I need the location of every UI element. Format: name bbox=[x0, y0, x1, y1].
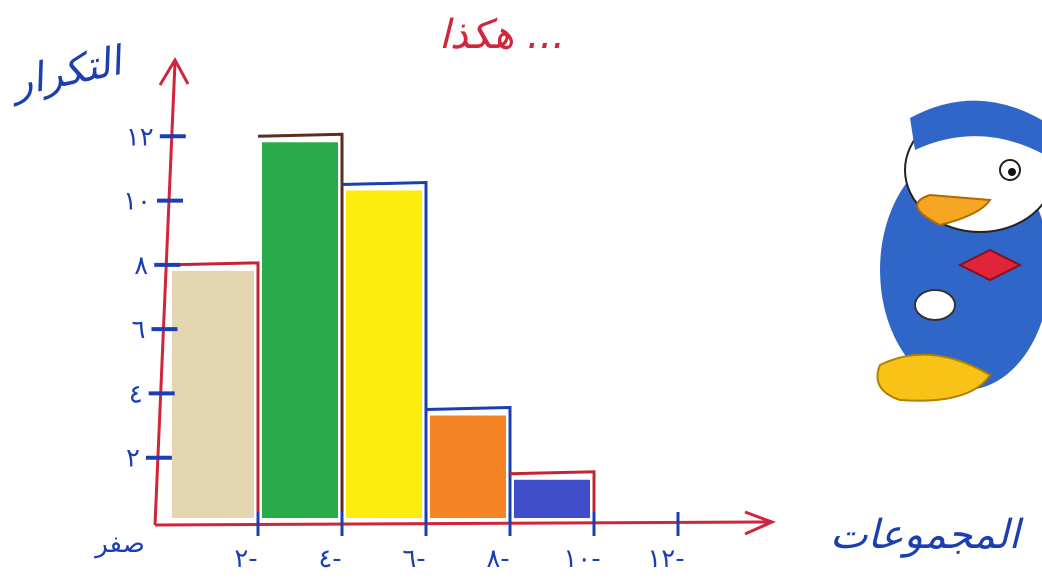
x-axis-label: المجموعات bbox=[830, 512, 1024, 558]
bar-4-outline bbox=[425, 405, 512, 522]
bar-2-outline bbox=[257, 132, 344, 522]
bar-5-outline bbox=[509, 470, 596, 522]
y-axis bbox=[153, 61, 177, 526]
y-tick-label: ٤ bbox=[129, 379, 143, 409]
bar-4 bbox=[430, 415, 506, 518]
chart-title: ... هكذا bbox=[439, 12, 565, 58]
x-tick-label: ٦- bbox=[402, 544, 425, 574]
x-tick-label: ٤- bbox=[318, 544, 341, 574]
x-tick-label: ٢- bbox=[234, 544, 257, 574]
bar-3 bbox=[346, 190, 422, 518]
y-ticks-group: ٢ ٤ ٦ ٨ ١٠ ١٢ bbox=[123, 122, 186, 474]
y-tick-label: ٦ bbox=[131, 315, 145, 345]
x-tick-label: ٨- bbox=[486, 544, 509, 574]
x-ticks-group: صفر ٢- ٤- ٦- ٨- ١٠- ١٢- bbox=[93, 512, 685, 574]
bars-group bbox=[167, 132, 596, 522]
x-axis-arrow bbox=[744, 510, 776, 536]
x-tick-label: ١٠- bbox=[563, 544, 600, 574]
bar-5 bbox=[514, 479, 590, 518]
y-tick-label: ٨ bbox=[134, 251, 148, 281]
bar-2 bbox=[262, 142, 338, 519]
x-tick-label: ١٢- bbox=[647, 544, 684, 574]
duck-character-icon bbox=[876, 100, 1042, 402]
bar-1 bbox=[172, 270, 254, 518]
y-tick-label: ١٢ bbox=[126, 122, 154, 152]
x-tick-label: صفر bbox=[93, 529, 145, 559]
y-axis-label: التكرار bbox=[3, 37, 129, 107]
y-tick-label: ١٠ bbox=[123, 187, 151, 217]
y-tick-label: ٢ bbox=[126, 444, 140, 474]
y-axis-arrow bbox=[158, 56, 190, 86]
bar-1-outline bbox=[167, 261, 260, 522]
